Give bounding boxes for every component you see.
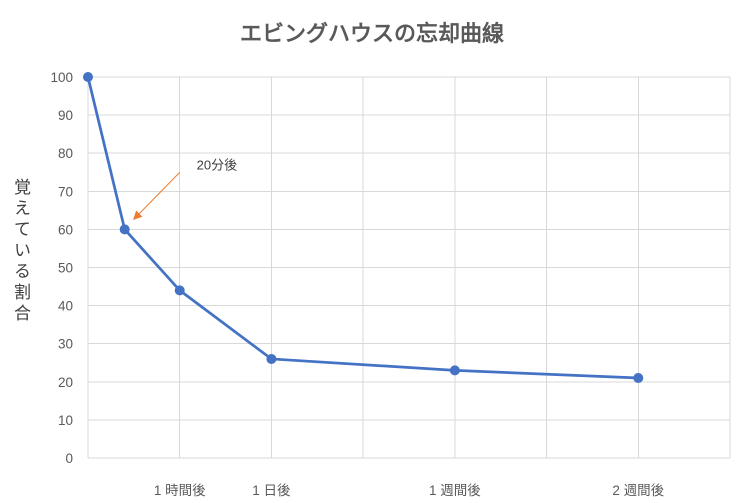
- annotations: 20分後: [133, 157, 237, 221]
- data-point: [633, 372, 644, 383]
- x-tick-label: 1 週間後: [429, 483, 481, 498]
- data-point: [449, 365, 460, 376]
- y-tick-label: 60: [58, 222, 73, 237]
- gridlines: [87, 76, 731, 459]
- chart-title: エビングハウスの忘却曲線: [240, 21, 504, 46]
- x-axis-tick-labels: 1 時間後 1 日後 1 週間後 2 週間後: [154, 483, 665, 498]
- data-point: [266, 353, 277, 364]
- y-tick-label: 50: [58, 261, 73, 276]
- plot-area: [83, 72, 644, 383]
- annotation-label: 20分後: [197, 157, 237, 172]
- y-tick-label: 0: [65, 451, 73, 466]
- x-tick-label: 1 日後: [252, 483, 291, 498]
- y-tick-label: 10: [58, 413, 73, 428]
- y-axis-tick-labels: 0 10 20 30 40 50 60 70 80 90 100: [50, 70, 73, 466]
- y-tick-label: 100: [50, 70, 73, 85]
- x-tick-label: 1 時間後: [154, 483, 206, 498]
- data-point: [119, 224, 130, 235]
- data-point: [83, 72, 93, 82]
- y-tick-label: 90: [58, 108, 73, 123]
- y-tick-label: 80: [58, 146, 73, 161]
- y-tick-label: 30: [58, 337, 73, 352]
- annotation-arrow: [133, 172, 181, 221]
- y-axis-title: 覚えている割合: [11, 178, 30, 325]
- y-tick-label: 70: [58, 184, 73, 199]
- y-tick-label: 40: [58, 299, 73, 314]
- series-line: [86, 75, 640, 380]
- y-tick-label: 20: [58, 375, 73, 390]
- data-point: [174, 285, 185, 296]
- x-tick-label: 2 週間後: [612, 483, 664, 498]
